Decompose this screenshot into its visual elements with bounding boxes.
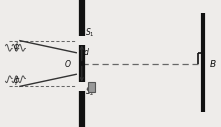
- Text: $\phi$: $\phi$: [13, 74, 20, 87]
- Text: $B$: $B$: [209, 58, 217, 69]
- Text: $d$: $d$: [83, 46, 90, 57]
- Bar: [88, 82, 95, 92]
- Text: $S_1$: $S_1$: [85, 26, 95, 39]
- Text: $O$: $O$: [64, 58, 72, 69]
- Text: $S_2$: $S_2$: [85, 86, 95, 98]
- Text: $\phi$: $\phi$: [13, 40, 20, 53]
